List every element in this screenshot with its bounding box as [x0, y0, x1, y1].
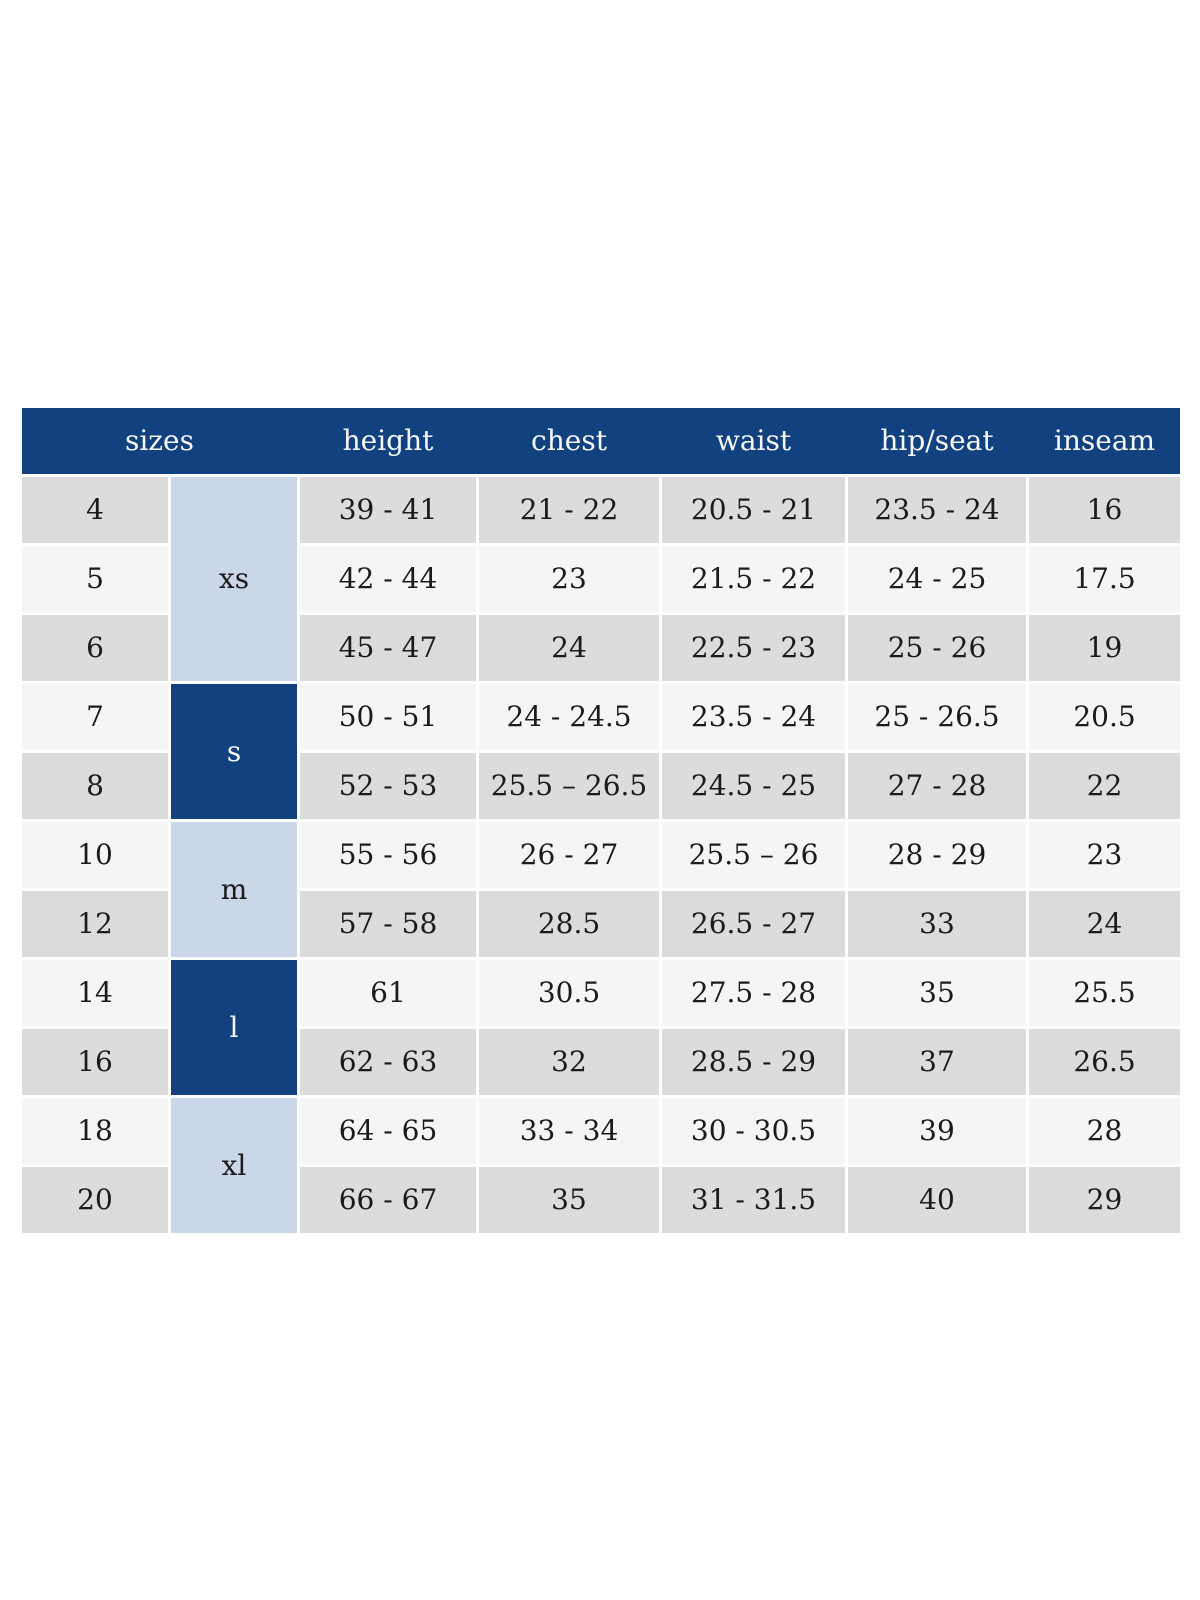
size-cell: 12 [22, 891, 168, 957]
chest-cell: 28.5 [479, 891, 659, 957]
waist-cell: 23.5 - 24 [662, 684, 845, 750]
hip-seat-cell: 39 [848, 1098, 1026, 1164]
waist-cell: 28.5 - 29 [662, 1029, 845, 1095]
height-cell: 52 - 53 [300, 753, 476, 819]
size-cell: 4 [22, 477, 168, 543]
inseam-cell: 16 [1029, 477, 1180, 543]
inseam-cell: 23 [1029, 822, 1180, 888]
waist-cell: 25.5 – 26 [662, 822, 845, 888]
size-cell: 20 [22, 1167, 168, 1233]
chest-cell: 35 [479, 1167, 659, 1233]
height-cell: 64 - 65 [300, 1098, 476, 1164]
column-header-sizes: sizes [124, 424, 194, 457]
inseam-cell: 24 [1029, 891, 1180, 957]
size-cell: 14 [22, 960, 168, 1026]
waist-cell: 27.5 - 28 [662, 960, 845, 1026]
chest-cell: 21 - 22 [479, 477, 659, 543]
height-cell: 42 - 44 [300, 546, 476, 612]
size-cell: 18 [22, 1098, 168, 1164]
table-header-row: sizes height chest waist hip/seat inseam [22, 408, 1180, 474]
height-cell: 57 - 58 [300, 891, 476, 957]
height-cell: 50 - 51 [300, 684, 476, 750]
waist-cell: 24.5 - 25 [662, 753, 845, 819]
column-header-height: height [342, 424, 434, 457]
chest-cell: 26 - 27 [479, 822, 659, 888]
height-cell: 62 - 63 [300, 1029, 476, 1095]
hip-seat-cell: 28 - 29 [848, 822, 1026, 888]
waist-cell: 21.5 - 22 [662, 546, 845, 612]
inseam-cell: 25.5 [1029, 960, 1180, 1026]
chest-cell: 33 - 34 [479, 1098, 659, 1164]
hip-seat-cell: 24 - 25 [848, 546, 1026, 612]
inseam-cell: 28 [1029, 1098, 1180, 1164]
height-cell: 66 - 67 [300, 1167, 476, 1233]
waist-cell: 20.5 - 21 [662, 477, 845, 543]
size-group-cell-s: s [171, 684, 297, 819]
inseam-cell: 19 [1029, 615, 1180, 681]
height-cell: 61 [300, 960, 476, 1026]
chest-cell: 24 - 24.5 [479, 684, 659, 750]
hip-seat-cell: 35 [848, 960, 1026, 1026]
table-body: 4 39 - 41 21 - 22 20.5 - 21 23.5 - 24 16 5 42 -… [22, 477, 1180, 1233]
waist-cell: 22.5 - 23 [662, 615, 845, 681]
column-header-chest: chest [531, 424, 607, 457]
waist-cell: 26.5 - 27 [662, 891, 845, 957]
column-header-hip-seat: hip/seat [880, 424, 994, 457]
inseam-cell: 17.5 [1029, 546, 1180, 612]
size-chart-table: sizes height chest waist hip/seat inseam 4 39 … [22, 408, 1180, 1233]
chest-cell: 24 [479, 615, 659, 681]
hip-seat-cell: 27 - 28 [848, 753, 1026, 819]
size-cell: 10 [22, 822, 168, 888]
inseam-cell: 29 [1029, 1167, 1180, 1233]
inseam-cell: 26.5 [1029, 1029, 1180, 1095]
inseam-cell: 22 [1029, 753, 1180, 819]
inseam-cell: 20.5 [1029, 684, 1180, 750]
column-header-inseam: inseam [1053, 424, 1156, 457]
chest-cell: 25.5 – 26.5 [479, 753, 659, 819]
size-group-cell-xs: xs [171, 477, 297, 681]
height-cell: 55 - 56 [300, 822, 476, 888]
size-group-cell-l: l [171, 960, 297, 1095]
size-cell: 5 [22, 546, 168, 612]
size-group-cell-xl: xl [171, 1098, 297, 1233]
hip-seat-cell: 23.5 - 24 [848, 477, 1026, 543]
height-cell: 39 - 41 [300, 477, 476, 543]
size-cell: 6 [22, 615, 168, 681]
chest-cell: 30.5 [479, 960, 659, 1026]
chest-cell: 32 [479, 1029, 659, 1095]
size-cell: 16 [22, 1029, 168, 1095]
hip-seat-cell: 33 [848, 891, 1026, 957]
chest-cell: 23 [479, 546, 659, 612]
waist-cell: 30 - 30.5 [662, 1098, 845, 1164]
hip-seat-cell: 25 - 26.5 [848, 684, 1026, 750]
size-cell: 7 [22, 684, 168, 750]
size-cell: 8 [22, 753, 168, 819]
waist-cell: 31 - 31.5 [662, 1167, 845, 1233]
hip-seat-cell: 40 [848, 1167, 1026, 1233]
hip-seat-cell: 25 - 26 [848, 615, 1026, 681]
column-header-waist: waist [715, 424, 792, 457]
size-group-cell-m: m [171, 822, 297, 957]
height-cell: 45 - 47 [300, 615, 476, 681]
hip-seat-cell: 37 [848, 1029, 1026, 1095]
